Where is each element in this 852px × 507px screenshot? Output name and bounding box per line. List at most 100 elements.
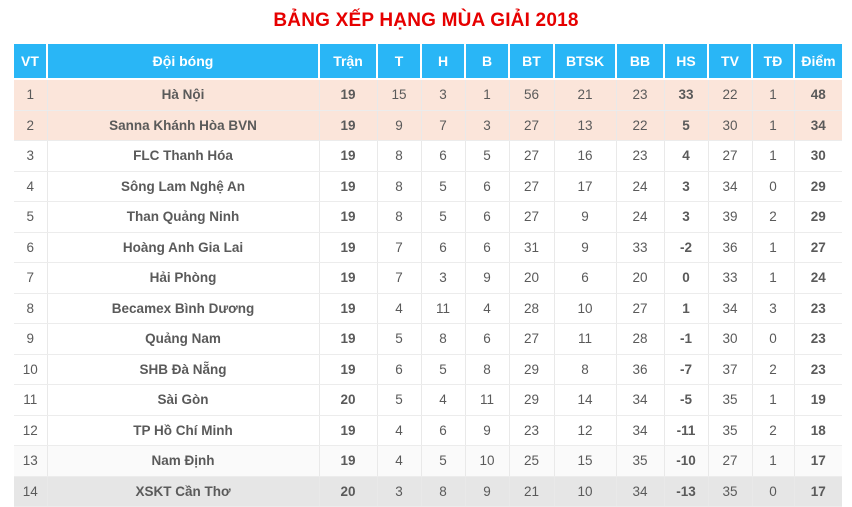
cell-vt: 9 bbox=[14, 323, 48, 355]
table-row[interactable]: 14 XSKT Cần Thơ 20 3 8 9 21 10 34 -13 35 0 17 bbox=[14, 476, 842, 507]
cell-team: Sông Lam Nghệ An bbox=[47, 171, 320, 202]
cell-btsk: 16 bbox=[554, 140, 617, 172]
cell-diem: 27 bbox=[794, 232, 842, 263]
cell-b: 6 bbox=[465, 323, 510, 355]
cell-bb: 24 bbox=[616, 201, 665, 233]
cell-vt: 7 bbox=[14, 262, 48, 294]
table-header: VT Đội bóng Trận T H B BT BTSK BB HS TV … bbox=[14, 44, 842, 80]
cell-diem: 23 bbox=[794, 323, 842, 355]
table-row[interactable]: 12 TP Hồ Chí Minh 19 4 6 9 23 12 34 -11 35 2 18 bbox=[14, 415, 842, 446]
cell-tran: 19 bbox=[319, 232, 378, 263]
cell-vt: 3 bbox=[14, 140, 48, 172]
cell-vt: 2 bbox=[14, 110, 48, 141]
cell-td: 1 bbox=[752, 232, 795, 263]
cell-bt: 21 bbox=[509, 476, 555, 507]
cell-bt: 27 bbox=[509, 171, 555, 202]
cell-tran: 20 bbox=[319, 476, 378, 507]
cell-bt: 27 bbox=[509, 201, 555, 233]
table-row[interactable]: 9 Quảng Nam 19 5 8 6 27 11 28 -1 30 0 23 bbox=[14, 323, 842, 355]
column-header-tv[interactable]: TV bbox=[708, 44, 753, 80]
cell-td: 0 bbox=[752, 323, 795, 355]
cell-bb: 34 bbox=[616, 415, 665, 446]
cell-btsk: 11 bbox=[554, 323, 617, 355]
cell-td: 1 bbox=[752, 110, 795, 141]
cell-diem: 17 bbox=[794, 445, 842, 477]
column-header-btsk[interactable]: BTSK bbox=[554, 44, 617, 80]
column-header-t[interactable]: T bbox=[377, 44, 422, 80]
column-header-bb[interactable]: BB bbox=[616, 44, 665, 80]
cell-btsk: 10 bbox=[554, 293, 617, 324]
cell-hs: -2 bbox=[664, 232, 709, 263]
table-row[interactable]: 11 Sài Gòn 20 5 4 11 29 14 34 -5 35 1 19 bbox=[14, 384, 842, 416]
cell-b: 6 bbox=[465, 171, 510, 202]
table-row[interactable]: 2 Sanna Khánh Hòa BVN 19 9 7 3 27 13 22 5 30 1 34 bbox=[14, 110, 842, 141]
cell-td: 1 bbox=[752, 79, 795, 111]
cell-td: 1 bbox=[752, 262, 795, 294]
cell-bb: 33 bbox=[616, 232, 665, 263]
cell-team: Sài Gòn bbox=[47, 384, 320, 416]
cell-tran: 19 bbox=[319, 293, 378, 324]
cell-tv: 34 bbox=[708, 293, 753, 324]
cell-team: XSKT Cần Thơ bbox=[47, 476, 320, 507]
table-row[interactable]: 6 Hoàng Anh Gia Lai 19 7 6 6 31 9 33 -2 36 1 27 bbox=[14, 232, 842, 263]
cell-td: 0 bbox=[752, 171, 795, 202]
column-header-td[interactable]: TĐ bbox=[752, 44, 795, 80]
cell-tran: 19 bbox=[319, 140, 378, 172]
table-row[interactable]: 3 FLC Thanh Hóa 19 8 6 5 27 16 23 4 27 1 30 bbox=[14, 140, 842, 172]
column-header-tran[interactable]: Trận bbox=[319, 44, 378, 80]
cell-h: 5 bbox=[421, 445, 466, 477]
cell-hs: 3 bbox=[664, 201, 709, 233]
cell-h: 5 bbox=[421, 354, 466, 385]
cell-b: 6 bbox=[465, 201, 510, 233]
cell-bt: 28 bbox=[509, 293, 555, 324]
table-row[interactable]: 8 Becamex Bình Dương 19 4 11 4 28 10 27 1 34 3 23 bbox=[14, 293, 842, 324]
cell-b: 9 bbox=[465, 415, 510, 446]
cell-vt: 12 bbox=[14, 415, 48, 446]
cell-team: FLC Thanh Hóa bbox=[47, 140, 320, 172]
cell-t: 15 bbox=[377, 79, 422, 111]
cell-t: 8 bbox=[377, 140, 422, 172]
cell-b: 10 bbox=[465, 445, 510, 477]
column-header-bt[interactable]: BT bbox=[509, 44, 555, 80]
cell-b: 3 bbox=[465, 110, 510, 141]
cell-btsk: 13 bbox=[554, 110, 617, 141]
cell-td: 1 bbox=[752, 140, 795, 172]
cell-btsk: 17 bbox=[554, 171, 617, 202]
cell-diem: 48 bbox=[794, 79, 842, 111]
table-row[interactable]: 1 Hà Nội 19 15 3 1 56 21 23 33 22 1 48 bbox=[14, 79, 842, 111]
table-row[interactable]: 5 Than Quảng Ninh 19 8 5 6 27 9 24 3 39 2 29 bbox=[14, 201, 842, 233]
table-row[interactable]: 4 Sông Lam Nghệ An 19 8 5 6 27 17 24 3 34 0 29 bbox=[14, 171, 842, 202]
cell-h: 11 bbox=[421, 293, 466, 324]
cell-team: TP Hồ Chí Minh bbox=[47, 415, 320, 446]
cell-diem: 17 bbox=[794, 476, 842, 507]
cell-tv: 35 bbox=[708, 415, 753, 446]
cell-h: 8 bbox=[421, 323, 466, 355]
column-header-h[interactable]: H bbox=[421, 44, 466, 80]
cell-tv: 33 bbox=[708, 262, 753, 294]
cell-hs: -10 bbox=[664, 445, 709, 477]
column-header-hs[interactable]: HS bbox=[664, 44, 709, 80]
standings-table-wrapper: VT Đội bóng Trận T H B BT BTSK BB HS TV … bbox=[14, 44, 842, 507]
cell-team: Than Quảng Ninh bbox=[47, 201, 320, 233]
column-header-vt[interactable]: VT bbox=[14, 44, 48, 80]
cell-h: 4 bbox=[421, 384, 466, 416]
cell-btsk: 12 bbox=[554, 415, 617, 446]
column-header-diem[interactable]: Điểm bbox=[794, 44, 842, 80]
cell-td: 3 bbox=[752, 293, 795, 324]
cell-t: 4 bbox=[377, 445, 422, 477]
table-row[interactable]: 10 SHB Đà Nẵng 19 6 5 8 29 8 36 -7 37 2 23 bbox=[14, 354, 842, 385]
cell-diem: 18 bbox=[794, 415, 842, 446]
table-row[interactable]: 13 Nam Định 19 4 5 10 25 15 35 -10 27 1 17 bbox=[14, 445, 842, 477]
table-row[interactable]: 7 Hải Phòng 19 7 3 9 20 6 20 0 33 1 24 bbox=[14, 262, 842, 294]
cell-tv: 35 bbox=[708, 476, 753, 507]
cell-bt: 27 bbox=[509, 140, 555, 172]
cell-hs: -1 bbox=[664, 323, 709, 355]
cell-bt: 29 bbox=[509, 354, 555, 385]
cell-td: 0 bbox=[752, 476, 795, 507]
cell-btsk: 9 bbox=[554, 232, 617, 263]
page-title: BẢNG XẾP HẠNG MÙA GIẢI 2018 bbox=[273, 10, 579, 31]
cell-team: Quảng Nam bbox=[47, 323, 320, 355]
column-header-b[interactable]: B bbox=[465, 44, 510, 80]
cell-btsk: 21 bbox=[554, 79, 617, 111]
column-header-team[interactable]: Đội bóng bbox=[47, 44, 320, 80]
